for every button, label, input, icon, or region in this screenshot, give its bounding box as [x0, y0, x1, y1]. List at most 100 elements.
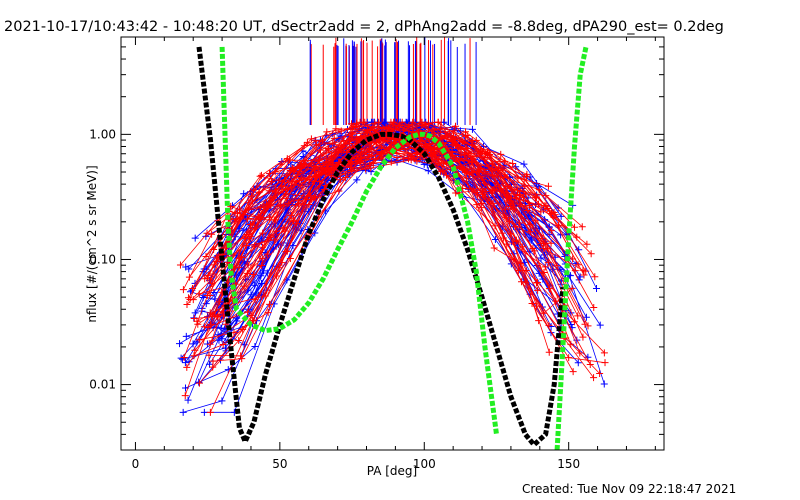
data-point-marker [542, 192, 550, 200]
distribution-line [193, 131, 546, 301]
data-point-marker [462, 174, 470, 182]
data-point-marker [566, 272, 574, 280]
data-point-marker [337, 176, 345, 184]
data-point-marker [206, 292, 214, 300]
data-point-marker [235, 337, 243, 345]
data-point-marker [582, 313, 590, 321]
data-point-marker [591, 273, 599, 281]
x-tick-label: 0 [132, 457, 140, 471]
data-point-marker [283, 276, 291, 284]
data-point-marker [183, 363, 191, 371]
data-point-marker [587, 250, 595, 258]
data-point-marker [306, 191, 314, 199]
data-point-marker [184, 294, 192, 302]
data-point-marker [582, 267, 590, 275]
data-point-marker [247, 311, 255, 319]
data-point-marker [531, 217, 539, 225]
data-point-marker [547, 227, 555, 235]
data-point-marker [239, 326, 247, 334]
data-point-marker [277, 160, 285, 168]
data-point-marker [526, 228, 534, 236]
top-marker-group [309, 37, 477, 125]
data-point-marker [520, 193, 528, 201]
data-point-marker [355, 136, 363, 144]
data-point-marker [190, 352, 198, 360]
data-point-marker [537, 254, 545, 262]
data-point-marker [449, 132, 457, 140]
data-point-marker [575, 246, 583, 254]
data-point-marker [237, 352, 245, 360]
data-point-marker [206, 340, 214, 348]
data-point-marker [442, 131, 450, 139]
data-point-marker [273, 272, 281, 280]
data-point-marker [332, 125, 340, 133]
data-point-marker [491, 222, 499, 230]
data-point-marker [259, 243, 267, 251]
data-point-marker [266, 300, 274, 308]
data-point-marker [195, 290, 203, 298]
data-point-marker [183, 301, 191, 309]
data-point-marker [303, 138, 311, 146]
data-point-marker [531, 247, 539, 255]
y-tick-label: 1.00 [89, 127, 116, 141]
data-point-marker [573, 233, 581, 241]
data-point-marker [264, 250, 272, 258]
data-point-marker [489, 165, 497, 173]
data-point-marker [270, 216, 278, 224]
data-point-marker [213, 257, 221, 265]
data-point-marker [201, 275, 209, 283]
data-point-marker [571, 223, 579, 231]
data-point-marker [489, 199, 497, 207]
data-point-marker [210, 261, 218, 269]
data-point-marker [424, 119, 432, 127]
data-point-marker [569, 255, 577, 263]
data-point-marker [348, 133, 356, 141]
data-point-marker [290, 216, 298, 224]
data-point-marker [202, 253, 210, 261]
distribution-line [227, 159, 573, 260]
data-point-marker [289, 242, 297, 250]
data-point-marker [537, 240, 545, 248]
data-point-marker [583, 240, 591, 248]
data-point-marker [181, 392, 189, 400]
data-point-marker [211, 311, 219, 319]
data-point-marker [289, 165, 297, 173]
data-point-marker [227, 202, 235, 210]
green-fit-curve [219, 46, 499, 435]
data-point-marker [586, 360, 594, 368]
data-point-marker [322, 149, 330, 157]
data-point-marker [240, 282, 248, 290]
data-point-marker [452, 122, 460, 130]
data-point-marker [323, 128, 331, 136]
data-point-marker [244, 308, 252, 316]
data-point-marker [516, 202, 524, 210]
x-tick-label: 100 [413, 457, 436, 471]
data-point-marker [437, 135, 445, 143]
data-point-marker [330, 134, 338, 142]
data-point-marker [182, 263, 190, 271]
data-point-marker [590, 374, 598, 382]
data-point-marker [218, 397, 226, 405]
data-point-marker [569, 368, 577, 376]
data-point-marker [353, 176, 361, 184]
data-point-marker [520, 182, 528, 190]
data-point-marker [179, 408, 187, 416]
data-point-marker [312, 137, 320, 145]
data-point-marker [509, 159, 517, 167]
data-point-marker [251, 295, 259, 303]
data-point-marker [523, 206, 531, 214]
data-point-marker [251, 281, 259, 289]
data-point-marker [568, 284, 576, 292]
data-point-marker [600, 349, 608, 357]
x-axis-label: PA [deg] [367, 464, 417, 478]
data-point-marker [409, 118, 417, 126]
data-point-marker [386, 143, 394, 151]
plot-frame [120, 36, 665, 451]
distribution-line [212, 150, 605, 368]
data-point-marker [482, 150, 490, 158]
data-point-marker [257, 171, 265, 179]
black-fit-curve [196, 46, 566, 448]
data-point-marker [259, 229, 267, 237]
axes-layer: 0 50 100 150 0.01 0.10 1.00 [89, 36, 664, 471]
